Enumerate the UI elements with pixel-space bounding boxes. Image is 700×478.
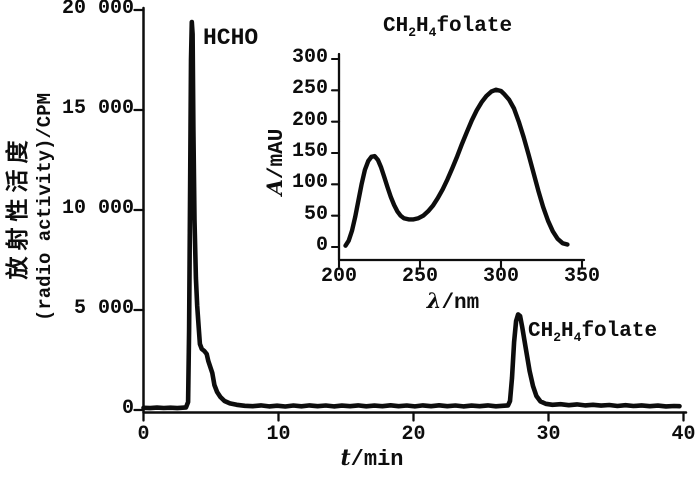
inset-y-tick-label: 0 [315,234,328,257]
inset-x-tick-label: 250 [401,265,438,288]
main-x-axis-unit: /min [350,447,404,472]
inset-y-tick-label: 100 [291,171,328,195]
inset-x-tick-label: 350 [563,265,600,288]
main-y-tick-label: 15 000 [61,97,134,120]
inset-x-axis-title: λ/nm [403,288,503,315]
main-y-tick-label: 5 000 [73,297,134,320]
main-y-axis-title-en: (radio activity)/CPM [34,92,56,322]
main-x-tick-label: 30 [536,423,561,446]
main-x-tick-label: 10 [266,423,291,446]
main-x-axis-title: t/min [312,445,432,472]
inset-y-tick-label: 50 [303,202,328,226]
main-y-tick-label: 20 000 [61,0,134,20]
main-y-tick-label: 0 [121,397,134,420]
main-curve [141,19,682,411]
inset-x-axis-symbol: λ [426,288,442,313]
inset-x-tick-label: 300 [482,265,519,288]
main-x-tick-label: 40 [671,423,696,446]
main-x-tick-label: 0 [137,423,150,446]
inset-y-tick-label: 250 [291,77,328,101]
main-x-tick-label: 20 [401,423,426,446]
main-y-axis-title-cn: 放射性活度 [5,134,31,280]
inset-y-tick-label: 150 [291,140,328,163]
main-axis [142,6,688,414]
peak-label-hcho: HCHO [203,25,259,51]
peak-label-ch2h4folate: CH2H4folate [528,320,658,345]
main-y-axis-title: 放射性活度 (radio activity)/CPM [3,0,61,417]
inset-curve [343,87,570,248]
main-x-axis-symbol: t [340,445,351,471]
main-y-tick-label: 10 000 [61,197,134,220]
inset-x-axis-unit: /nm [441,292,480,315]
inset-y-tick-label: 300 [291,46,328,69]
inset-y-tick-label: 200 [291,108,328,132]
inset-x-tick-label: 200 [320,265,357,288]
inset-title: CH2H4folate [383,15,513,40]
